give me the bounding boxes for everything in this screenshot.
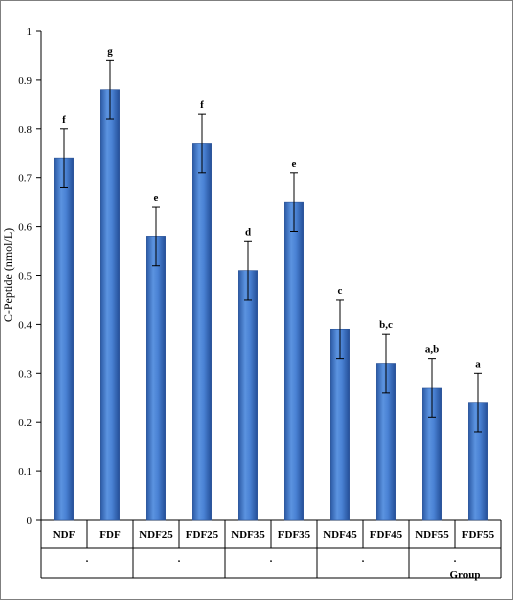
bar xyxy=(54,157,74,521)
significance-label: a xyxy=(475,358,481,370)
significance-label: g xyxy=(107,45,113,57)
bar xyxy=(284,201,304,521)
y-tick-label: 0.8 xyxy=(18,124,32,136)
group-label: . xyxy=(454,553,457,565)
bar xyxy=(238,270,258,521)
y-tick-label: 0.5 xyxy=(18,271,32,283)
significance-label: e xyxy=(154,192,159,204)
category-label: NDF35 xyxy=(231,529,265,541)
significance-label: f xyxy=(200,99,204,111)
significance-label: c xyxy=(338,285,343,297)
y-tick-label: 0.1 xyxy=(18,466,32,478)
y-tick-label: 0 xyxy=(27,515,33,527)
significance-label: d xyxy=(245,226,251,238)
y-tick-label: 1 xyxy=(27,26,33,38)
significance-label: b,c xyxy=(379,319,393,331)
y-tick-label: 0.2 xyxy=(18,417,32,429)
bar xyxy=(100,89,120,521)
significance-label: f xyxy=(62,114,66,126)
y-tick-label: 0.3 xyxy=(18,368,32,380)
category-label: NDF xyxy=(53,529,76,541)
group-label: . xyxy=(270,553,273,565)
category-label: NDF45 xyxy=(323,529,357,541)
significance-label: e xyxy=(292,158,297,170)
category-label: NDF55 xyxy=(415,529,449,541)
category-label: FDF xyxy=(99,529,121,541)
group-label: . xyxy=(362,553,365,565)
category-label: FDF45 xyxy=(370,529,403,541)
significance-label: a,b xyxy=(425,344,439,356)
bar xyxy=(192,143,212,521)
x-axis-title: Group xyxy=(450,569,481,581)
bar xyxy=(146,236,166,521)
y-tick-label: 0.9 xyxy=(18,75,32,87)
y-axis-title: C-Peptide (nmol/L) xyxy=(1,228,15,322)
category-label: NDF25 xyxy=(139,529,173,541)
category-label: FDF25 xyxy=(186,529,219,541)
category-label: FDF35 xyxy=(278,529,311,541)
y-tick-label: 0.4 xyxy=(18,319,32,331)
y-tick-label: 0.7 xyxy=(18,173,32,185)
y-tick-label: 0.6 xyxy=(18,222,32,234)
category-label: FDF55 xyxy=(462,529,495,541)
group-label: . xyxy=(86,553,89,565)
group-label: . xyxy=(178,553,181,565)
